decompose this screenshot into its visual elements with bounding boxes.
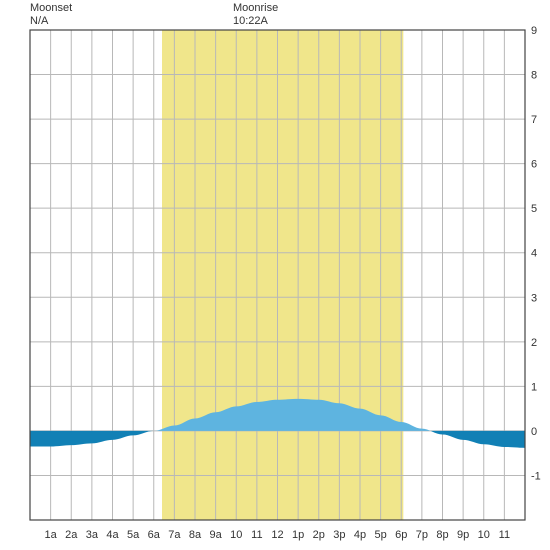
svg-text:2a: 2a — [65, 529, 78, 541]
svg-text:2p: 2p — [313, 529, 325, 541]
svg-text:11: 11 — [499, 529, 510, 541]
svg-text:1a: 1a — [45, 529, 58, 541]
moonset-value: N/A — [30, 15, 72, 28]
svg-text:6: 6 — [531, 159, 537, 171]
svg-text:12: 12 — [271, 529, 283, 541]
svg-text:3p: 3p — [333, 529, 345, 541]
moonset-label-block: Moonset N/A — [30, 2, 72, 28]
moonrise-label: Moonrise — [233, 2, 278, 15]
svg-text:0: 0 — [531, 426, 537, 438]
svg-text:7a: 7a — [168, 529, 181, 541]
tide-chart: -101234567891a2a3a4a5a6a7a8a9a1011121p2p… — [0, 0, 550, 550]
moonrise-value: 10:22A — [233, 15, 278, 28]
moonrise-label-block: Moonrise 10:22A — [233, 2, 278, 28]
svg-text:5a: 5a — [127, 529, 140, 541]
svg-text:8p: 8p — [436, 529, 448, 541]
svg-text:-1: -1 — [531, 470, 541, 482]
svg-text:4p: 4p — [354, 529, 366, 541]
svg-text:2: 2 — [531, 337, 537, 349]
svg-text:8a: 8a — [189, 529, 202, 541]
svg-text:3: 3 — [531, 292, 537, 304]
svg-text:5p: 5p — [375, 529, 387, 541]
svg-text:1: 1 — [531, 381, 537, 393]
moonset-label: Moonset — [30, 2, 72, 15]
svg-text:7: 7 — [531, 114, 537, 126]
svg-text:4: 4 — [531, 248, 537, 260]
svg-text:6p: 6p — [395, 529, 407, 541]
svg-text:10: 10 — [478, 529, 490, 541]
svg-text:4a: 4a — [106, 529, 119, 541]
svg-text:9p: 9p — [457, 529, 469, 541]
svg-text:5: 5 — [531, 203, 537, 215]
svg-text:8: 8 — [531, 70, 537, 82]
svg-text:10: 10 — [230, 529, 242, 541]
svg-text:9: 9 — [531, 25, 537, 37]
svg-text:1p: 1p — [292, 529, 304, 541]
svg-text:11: 11 — [251, 529, 262, 541]
svg-text:7p: 7p — [416, 529, 428, 541]
svg-text:9a: 9a — [210, 529, 223, 541]
svg-text:6a: 6a — [148, 529, 161, 541]
svg-text:3a: 3a — [86, 529, 99, 541]
